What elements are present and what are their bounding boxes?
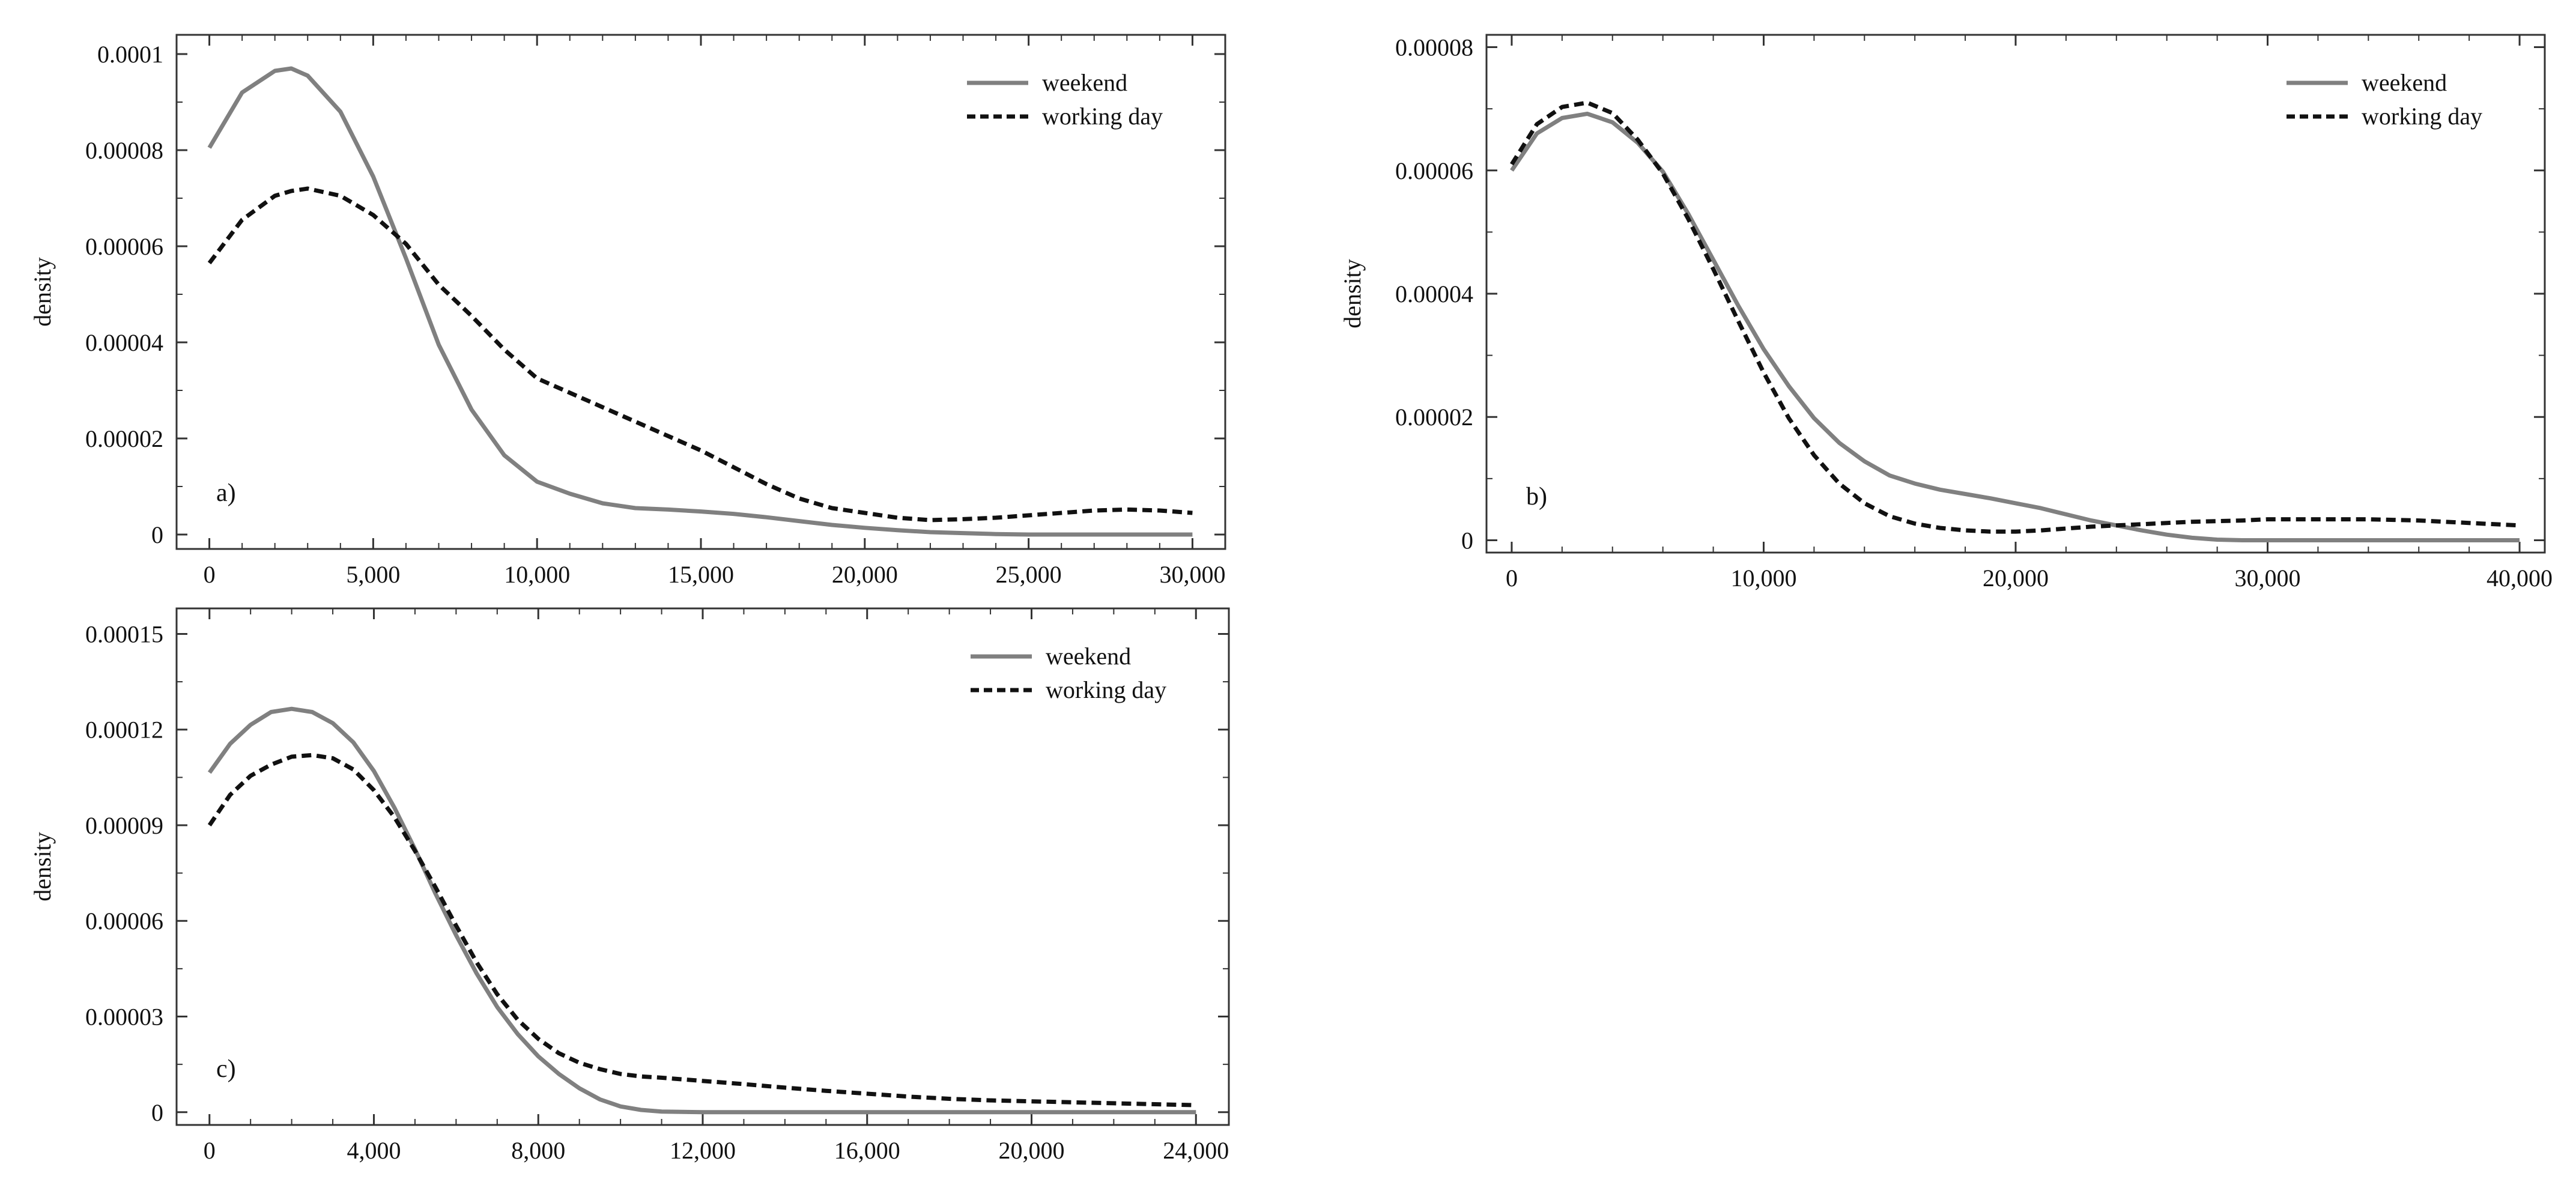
y-tick-label: 0.00008 — [85, 137, 163, 164]
legend-label-weekend: weekend — [1046, 643, 1131, 670]
y-axis-title: density — [29, 832, 56, 902]
y-tick-label: 0.00004 — [85, 329, 163, 356]
chart-panel-b: 0 10,000 20,000 30,000 40,000 0 0.00002 0.00004… — [1339, 34, 2553, 592]
x-tick-label: 20,000 — [1983, 565, 2049, 592]
x-tick-label: 10,000 — [504, 561, 570, 588]
y-tick-label: 0 — [151, 1099, 163, 1126]
y-tick-label: 0.00006 — [85, 908, 163, 935]
panel-label: a) — [216, 479, 236, 507]
x-tick-label: 0 — [204, 1137, 216, 1164]
x-tick-label: 25,000 — [996, 561, 1062, 588]
panel-label: c) — [216, 1055, 236, 1083]
series-line-weekend — [207, 706, 1196, 1115]
y-tick-label: 0.00006 — [85, 233, 163, 260]
legend-label-working-day: working day — [2362, 103, 2482, 130]
y-tick-label: 0.00006 — [1395, 157, 1473, 184]
x-tick-label: 15,000 — [668, 561, 734, 588]
x-tick-label: 0 — [204, 561, 216, 588]
legend-label-weekend: weekend — [1042, 69, 1127, 96]
legend-label-working-day: working day — [1046, 676, 1166, 703]
chart-panel-a: 0 5,000 10,000 15,000 20,000 25,000 30,000 0 0.0… — [29, 34, 1226, 588]
legend-label-weekend: weekend — [2362, 69, 2447, 96]
x-tick-label: 40,000 — [2487, 565, 2553, 592]
y-axis-title: density — [29, 257, 56, 327]
x-tick-label: 16,000 — [834, 1137, 900, 1164]
x-tick-label: 20,000 — [832, 561, 898, 588]
y-tick-label: 0.00009 — [85, 812, 163, 839]
y-tick-label: 0 — [151, 521, 163, 548]
x-tick-label: 8,000 — [511, 1137, 565, 1164]
y-tick-label: 0 — [1461, 527, 1473, 554]
legend-label-working-day: working day — [1042, 103, 1163, 130]
x-tick-label: 20,000 — [999, 1137, 1065, 1164]
chart-panel-c: 0 4,000 8,000 12,000 16,000 20,000 24,000 0 0.00… — [29, 607, 1230, 1164]
y-tick-label: 0.00012 — [85, 717, 163, 744]
y-tick-label: 0.0001 — [97, 41, 163, 68]
series-line-working-day — [207, 186, 1193, 523]
y-tick-label: 0.00008 — [1395, 34, 1473, 61]
y-tick-label: 0.00015 — [85, 620, 163, 647]
x-tick-label: 24,000 — [1163, 1137, 1229, 1164]
x-tick-label: 10,000 — [1730, 565, 1796, 592]
x-tick-label: 30,000 — [2235, 565, 2301, 592]
x-tick-label: 30,000 — [1159, 561, 1225, 588]
x-tick-label: 0 — [1506, 565, 1518, 592]
y-axis-title: density — [1339, 259, 1366, 329]
series-line-working-day — [1510, 100, 2520, 534]
y-tick-label: 0.00003 — [85, 1004, 163, 1031]
y-tick-label: 0.00002 — [85, 425, 163, 452]
series-line-weekend — [207, 66, 1193, 537]
panel-label: b) — [1526, 483, 1547, 511]
x-tick-label: 4,000 — [347, 1137, 401, 1164]
x-tick-label: 5,000 — [346, 561, 400, 588]
y-tick-label: 0.00002 — [1395, 404, 1473, 431]
y-tick-label: 0.00004 — [1395, 280, 1473, 308]
x-tick-label: 12,000 — [670, 1137, 736, 1164]
